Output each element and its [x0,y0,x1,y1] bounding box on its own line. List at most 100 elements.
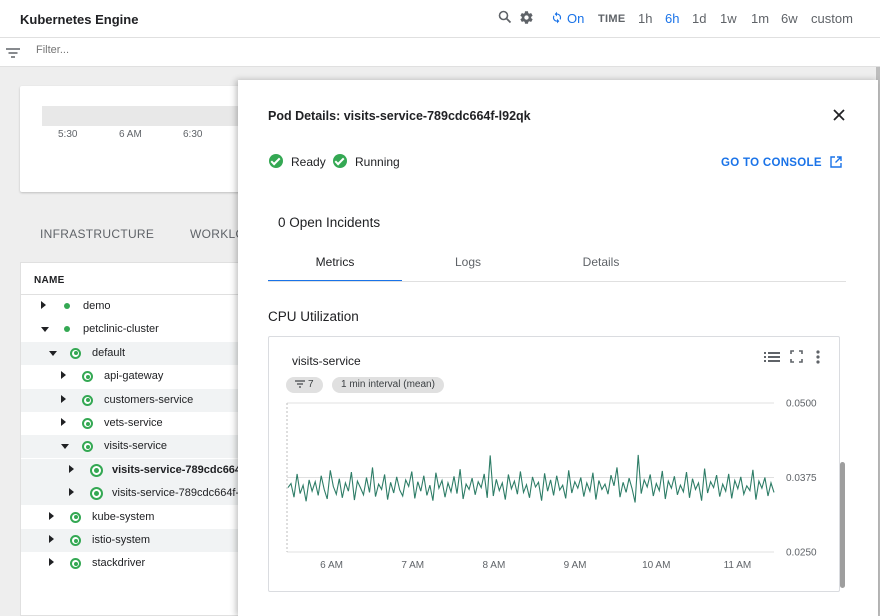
chevron-right-icon[interactable] [49,535,54,543]
top-bar: Kubernetes Engine On TIME 1h 6h 1d 1w 1m… [0,0,880,38]
range-custom[interactable]: custom [811,11,853,26]
autorefresh-toggle[interactable]: On [567,11,585,26]
go-to-console-link[interactable]: GO TO CONSOLE [721,156,843,169]
tree-row-label: stackdriver [92,557,146,570]
status-ok-icon [82,418,93,429]
chevron-right-icon[interactable] [61,371,66,380]
tree-row-label: visits-service [104,440,167,453]
range-6h[interactable]: 6h [665,11,680,26]
tree-row[interactable]: visits-service-789cdc664f [21,458,241,482]
cpu-line-chart[interactable]: 0.0500 0.0375 0.0250 6 AM 7 AM 8 AM 9 AM 10 AM 1… [269,397,839,577]
tree-row[interactable]: default [21,341,241,365]
chevron-right-icon[interactable] [49,511,54,520]
tree-row-label: vets-service [104,417,163,429]
chevron-down-icon[interactable] [61,444,69,450]
legend-list-icon[interactable] [764,350,780,368]
interval-chip[interactable]: 1 min interval (mean) [332,377,444,393]
timeline-tick: 6:30 [183,129,203,140]
filter-chip[interactable]: 7 [286,377,323,393]
tab-details[interactable]: Details [582,255,620,269]
tree-row[interactable]: visits-service [21,435,241,459]
y-tick-label: 0.0250 [786,548,817,559]
chart-title: visits-service [292,354,361,368]
y-tick-label: 0.0375 [786,473,817,484]
tree-row[interactable]: vets-service [21,412,241,435]
status-ok-icon [82,371,93,383]
check-circle-icon [333,154,347,168]
tree-row-label: kube-system [92,510,155,523]
y-tick-label: 0.0500 [786,399,817,410]
tab-logs[interactable]: Logs [454,255,482,269]
filter-bar [0,38,880,67]
resource-tree: NAME demo petclinic-cluster default api-gat… [20,262,241,616]
more-vert-icon[interactable] [816,350,820,369]
search-icon[interactable] [498,10,512,27]
fullscreen-icon[interactable] [790,350,803,368]
section-title: CPU Utilization [268,309,359,324]
tree-row[interactable]: kube-system [21,506,241,529]
panel-title: Pod Details: visits-service-789cdc664f-l… [268,109,531,123]
chevron-right-icon[interactable] [69,464,74,473]
tab-divider [268,281,846,282]
tree-row-label: petclinic-cluster [83,323,159,336]
panel-scrollbar[interactable] [840,462,845,588]
cpu-series-line [287,454,775,503]
tree-row-label: api-gateway [104,370,164,383]
range-1m[interactable]: 1m [751,11,770,26]
close-icon[interactable] [833,108,849,124]
tree-row-label: demo [83,300,111,312]
tab-workloads[interactable]: WORKLO [190,227,246,241]
status-ok-icon [64,303,70,309]
page-scrollbar[interactable] [876,67,880,616]
tree-row-label: visits-service-789cdc664f- [112,487,240,500]
x-tick-label: 8 AM [483,560,506,571]
tree-header-name: NAME [21,263,240,295]
status-ready: Ready [291,155,326,169]
x-tick-label: 9 AM [564,560,587,571]
tree-row[interactable]: customers-service [21,388,241,412]
tree-row-label: istio-system [92,534,151,546]
tree-row[interactable]: visits-service-789cdc664f- [21,482,241,506]
tab-infrastructure[interactable]: INFRASTRUCTURE [40,227,155,241]
status-ok-icon [90,487,103,501]
chevron-down-icon[interactable] [41,327,49,333]
timeline-tick: 6 AM [119,129,142,140]
gear-icon[interactable] [519,10,534,28]
tree-row[interactable]: api-gateway [21,365,241,388]
range-6w[interactable]: 6w [781,11,798,26]
status-ok-icon [70,558,81,570]
tree-row[interactable]: demo [21,295,241,318]
tree-row[interactable]: petclinic-cluster [21,318,241,341]
check-circle-icon [269,154,283,168]
tree-row[interactable]: istio-system [21,529,241,552]
x-tick-label: 11 AM [724,560,752,571]
timeline-card: 5:30 6 AM 6:30 [20,86,250,192]
time-label: TIME [598,13,626,25]
go-to-console-label: GO TO CONSOLE [721,157,822,169]
status-ok-icon [82,441,93,453]
filter-icon[interactable] [5,46,21,64]
x-tick-label: 6 AM [320,560,343,571]
filter-input[interactable] [36,44,236,56]
timeline-tick: 5:30 [58,129,78,140]
cpu-chart-card: visits-service 7 1 min interval (mean) 0… [268,336,840,592]
chevron-right-icon[interactable] [61,418,66,426]
filter-small-icon [295,380,305,388]
chevron-right-icon[interactable] [41,301,46,309]
range-1w[interactable]: 1w [720,11,737,26]
status-running: Running [355,155,400,169]
range-1d[interactable]: 1d [692,11,707,26]
chevron-down-icon[interactable] [49,350,57,356]
timeline-bar[interactable] [42,106,250,126]
chevron-right-icon[interactable] [69,488,74,497]
status-ok-icon [70,511,81,523]
range-1h[interactable]: 1h [638,11,653,26]
chevron-right-icon[interactable] [61,394,66,403]
tree-row[interactable]: stackdriver [21,552,241,575]
tab-metrics[interactable]: Metrics [268,255,402,282]
chevron-right-icon[interactable] [49,558,54,567]
open-external-icon [830,156,843,168]
autorefresh-icon[interactable] [550,10,564,27]
status-ok-icon [70,347,81,359]
tree-row-label: visits-service-789cdc664f [112,463,241,476]
